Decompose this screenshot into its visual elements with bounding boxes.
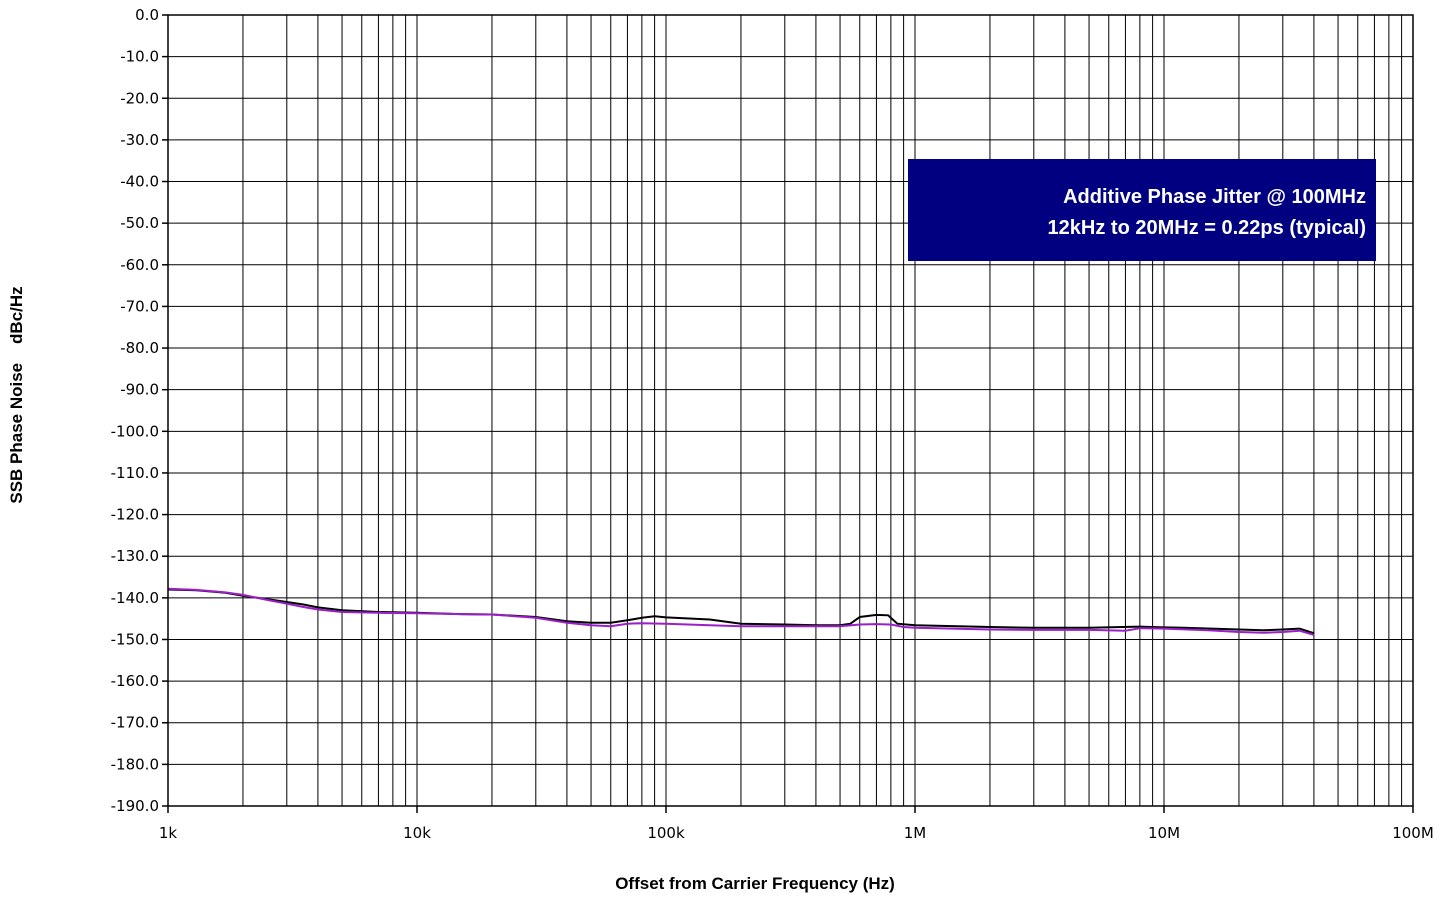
series-line-2: [167, 587, 1315, 636]
y-tick-label: -150.0: [111, 630, 159, 648]
y-tick-label: -180.0: [111, 755, 159, 773]
series-line-1: [167, 588, 1315, 635]
y-tick-label: -160.0: [111, 672, 159, 690]
jitter-annotation: Additive Phase Jitter @ 100MHz 12kHz to …: [908, 159, 1376, 261]
x-tick-label: 10k: [403, 824, 431, 842]
y-tick-label: -10.0: [120, 48, 159, 66]
y-tick-label: -110.0: [111, 464, 159, 482]
annotation-box: [908, 159, 1376, 261]
annotation-line-1: Additive Phase Jitter @ 100MHz: [1063, 186, 1366, 208]
y-tick-label: -120.0: [111, 506, 159, 524]
y-tick-label: 0.0: [135, 6, 159, 24]
grid: [167, 14, 1413, 807]
y-tick-label: -20.0: [120, 89, 159, 107]
plot-frame: [167, 14, 1414, 807]
y-tick-label: -30.0: [120, 131, 159, 149]
x-tick-label: 100k: [647, 824, 685, 842]
y-tick-label: -50.0: [120, 214, 159, 232]
y-tick-label: -100.0: [111, 422, 159, 440]
y-tick-label: -170.0: [111, 714, 159, 732]
series-group: [167, 587, 1315, 636]
x-axis: 1k 10k 100k 1M 10M 100M: [159, 806, 1434, 842]
annotation-line-2: 12kHz to 20MHz = 0.22ps (typical): [1048, 217, 1366, 239]
x-tick-label: 1k: [159, 824, 178, 842]
y-tick-label: -70.0: [120, 297, 159, 315]
y-tick-label: -140.0: [111, 589, 159, 607]
y-axis-title: SSB Phase Noise dBc/Hz: [7, 286, 26, 503]
x-tick-label: 100M: [1392, 824, 1434, 842]
y-tick-label: -60.0: [120, 256, 159, 274]
x-tick-label: 10M: [1148, 824, 1180, 842]
y-tick-label: -40.0: [120, 173, 159, 191]
y-axis: 0.0 -10.0 -20.0 -30.0 -40.0 -50.0 -60.0 -70.0 -8…: [111, 6, 168, 815]
y-tick-label: -190.0: [111, 797, 159, 815]
y-tick-label: -130.0: [111, 547, 159, 565]
x-axis-title: Offset from Carrier Frequency (Hz): [615, 874, 895, 893]
y-tick-label: -80.0: [120, 339, 159, 357]
x-tick-label: 1M: [904, 824, 927, 842]
y-tick-label: -90.0: [120, 381, 159, 399]
